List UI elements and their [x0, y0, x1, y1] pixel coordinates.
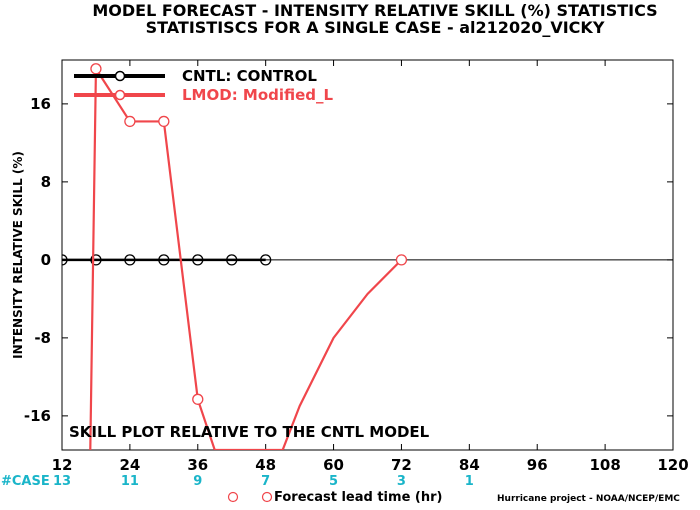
plot-annotation: SKILL PLOT RELATIVE TO THE CNTL MODEL [69, 423, 430, 441]
x-tick-label: 12 [52, 456, 73, 474]
series-cntl-point [226, 254, 238, 266]
series-lmod-point [158, 115, 170, 128]
series-cntl-point [158, 254, 170, 266]
y-tick-label: 0 [41, 251, 51, 269]
series-lmod-line [89, 67, 403, 450]
x-tick-label: 24 [119, 456, 140, 474]
case-count: 3 [397, 474, 406, 489]
series-lmod-point [124, 115, 136, 128]
x-tick-label: 72 [391, 456, 412, 474]
credit: Hurricane project - NOAA/NCEP/EMC [497, 494, 680, 504]
legend: CNTL: CONTROL LMOD: Modified_L [74, 67, 334, 104]
legend-lmod-label: LMOD: Modified_L [182, 86, 334, 104]
legend-cntl-label: CNTL: CONTROL [182, 67, 317, 85]
series-lmod-point [90, 63, 102, 75]
y-axis-label: INTENSITY RELATIVE SKILL (%) [11, 151, 25, 359]
series-cntl-point [90, 254, 102, 266]
case-count: 9 [193, 474, 202, 489]
y-tick-label: 8 [41, 173, 51, 191]
legend-cntl: CNTL: CONTROL [74, 67, 317, 85]
y-axis-ticks: -16 -8 0 8 16 [24, 95, 673, 425]
plot-frame [61, 59, 674, 451]
series-cntl-point [124, 254, 136, 266]
xlabel-marker-1 [227, 491, 239, 503]
chart-title: MODEL FORECAST - INTENSITY RELATIVE SKIL… [92, 1, 657, 20]
legend-lmod: LMOD: Modified_L [74, 86, 334, 104]
y-tick-label: -16 [24, 407, 51, 425]
x-tick-label: 108 [589, 456, 620, 474]
series-lmod-point [395, 254, 408, 266]
series-layer [62, 63, 408, 450]
case-count: 13 [53, 474, 71, 489]
x-tick-label: 84 [459, 456, 480, 474]
y-tick-label: 16 [30, 95, 51, 113]
x-tick-label: 120 [657, 456, 688, 474]
case-count: 5 [329, 474, 338, 489]
case-count: 1 [465, 474, 474, 489]
series-cntl-point [62, 254, 68, 266]
x-axis-label: Forecast lead time (hr) [274, 490, 442, 505]
xlabel-marker-2 [261, 491, 273, 503]
series-cntl-point [260, 254, 272, 266]
case-count: 7 [261, 474, 270, 489]
x-tick-label: 96 [527, 456, 548, 474]
x-tick-label: 36 [187, 456, 208, 474]
series-cntl-point [192, 254, 204, 266]
series-lmod-point [192, 393, 204, 405]
x-tick-label: 48 [255, 456, 276, 474]
case-count: 11 [121, 474, 139, 489]
x-axis-ticks: 12 24 36 48 60 72 84 96 108 120 [52, 60, 689, 474]
y-tick-label: -8 [34, 329, 51, 347]
case-label: #CASE [1, 474, 50, 489]
x-tick-label: 60 [323, 456, 344, 474]
chart-subtitle: STATISTISCS FOR A SINGLE CASE - al212020… [146, 18, 605, 37]
case-counts: 13 11 9 7 5 3 1 [53, 474, 474, 489]
